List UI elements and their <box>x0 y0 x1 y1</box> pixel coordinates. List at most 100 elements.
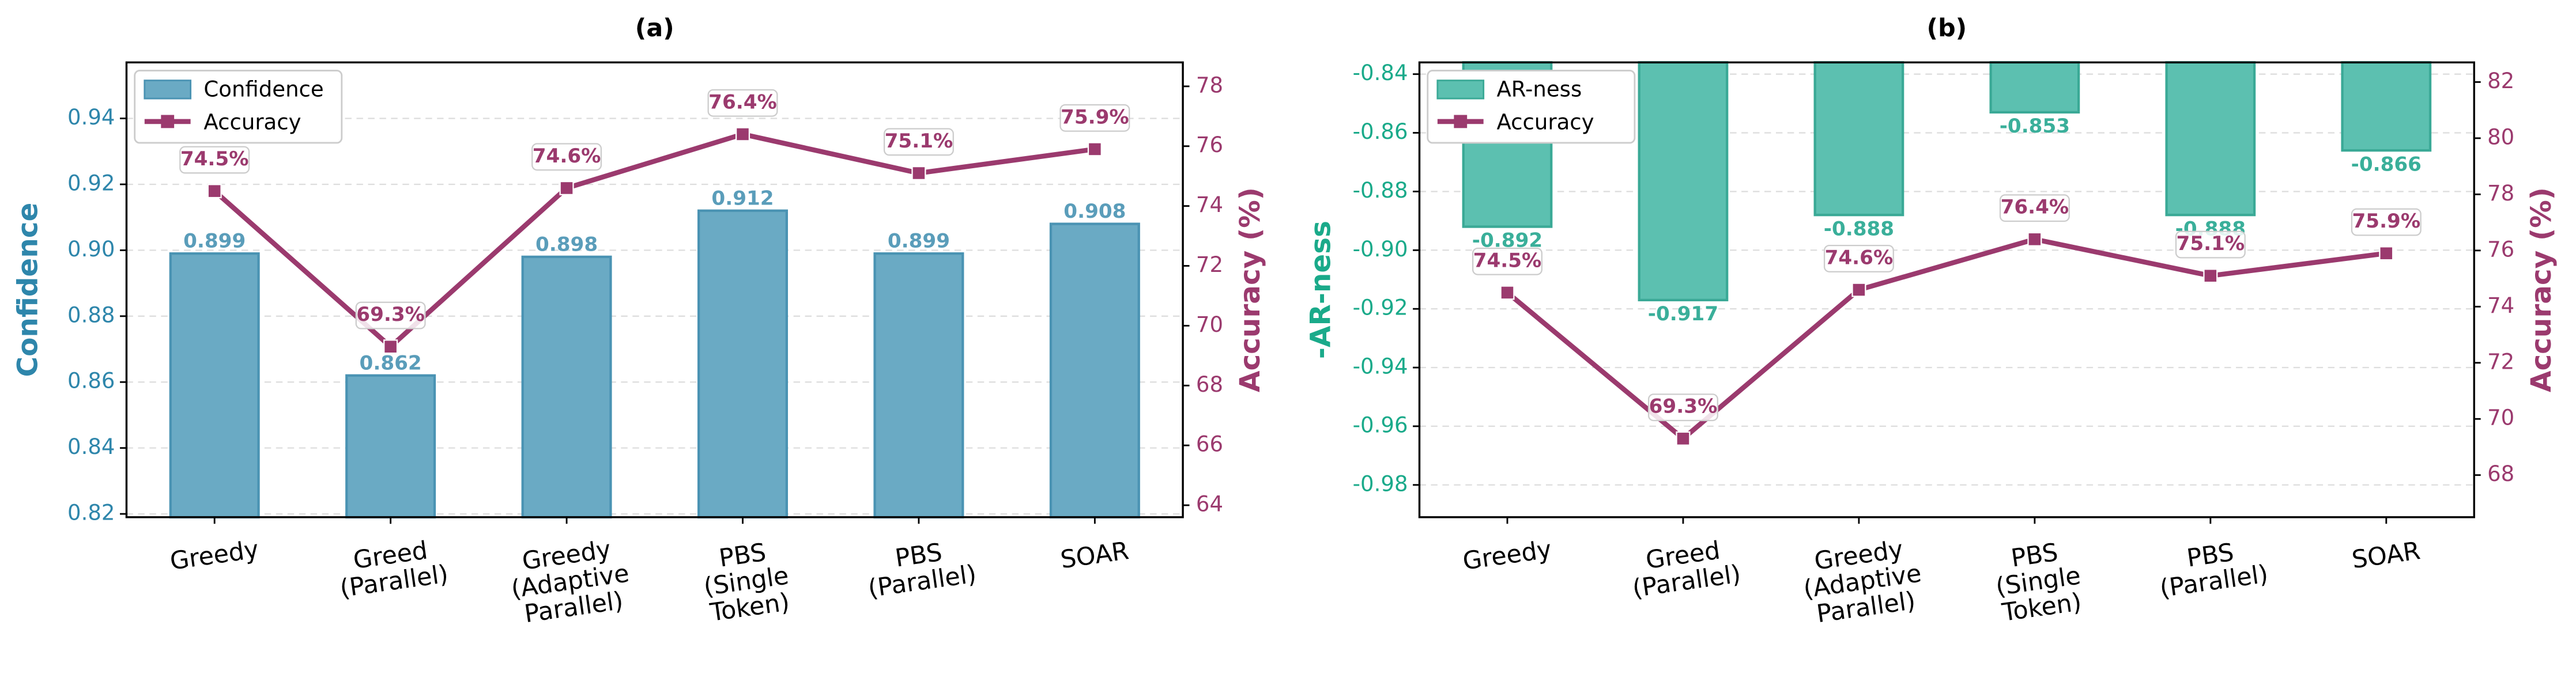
y2-tick-label: 78 <box>2487 181 2514 206</box>
y2-tick-label: 70 <box>1196 312 1223 337</box>
y-tick-label: -0.96 <box>1353 412 1408 437</box>
bar-value-label: 0.912 <box>711 187 774 210</box>
y2-axis-label: Accuracy (%) <box>1234 187 1266 392</box>
bar-value-label: 0.898 <box>535 233 598 256</box>
label-box <box>2175 230 2246 259</box>
bar-value-label: 0.908 <box>1063 200 1126 223</box>
bar-value-label: -0.853 <box>2000 115 2070 138</box>
y2-tick-label: 78 <box>1196 73 1223 97</box>
label-box <box>2351 208 2422 236</box>
bar-value-label: -0.917 <box>1648 302 1718 325</box>
x-tick-label: SOAR <box>1059 536 1131 574</box>
label-box <box>179 146 250 174</box>
legend-swatch <box>144 79 192 100</box>
x-tick-label: Greedy(AdaptiveParallel) <box>506 533 635 630</box>
y-tick-label: 0.92 <box>67 171 115 195</box>
y-tick-label: -0.98 <box>1353 471 1408 496</box>
label-box <box>1823 244 1894 272</box>
line-value-label: 74.6% <box>533 145 601 168</box>
x-tick-label: Greed(Parallel) <box>1627 533 1743 603</box>
y2-tick-label: 76 <box>1196 132 1223 157</box>
legend-marker <box>161 115 175 128</box>
y2-tick-label: 72 <box>1196 252 1223 277</box>
line-value-label: 76.4% <box>2001 196 2069 219</box>
y2-tick-label: 70 <box>2487 406 2514 430</box>
y-axis-label: -AR-ness <box>1304 221 1337 359</box>
y2-tick-label: 74 <box>1196 192 1223 217</box>
y-tick-label: -0.94 <box>1353 354 1408 379</box>
line-value-label: 69.3% <box>356 303 425 326</box>
label-box <box>883 128 954 156</box>
chart-title: (b) <box>1927 14 1967 43</box>
line-marker <box>1851 282 1866 297</box>
line-marker <box>2027 232 2042 247</box>
y2-tick-label: 68 <box>1196 372 1223 397</box>
line-marker <box>383 339 398 354</box>
x-tick-label: Greedy(AdaptiveParallel) <box>1798 533 1927 630</box>
y-tick-label: -0.92 <box>1353 296 1408 320</box>
label-box <box>1059 104 1130 132</box>
line-value-label: 75.9% <box>2352 210 2421 233</box>
line-value-label: 75.1% <box>885 130 953 153</box>
bar <box>345 374 436 518</box>
legend-label: AR-ness <box>1496 77 1582 101</box>
line-marker <box>1676 431 1691 446</box>
x-tick-label: PBS(Parallel) <box>2154 533 2270 603</box>
line-value-label: 75.9% <box>1061 105 1129 128</box>
label-box <box>1999 194 2070 222</box>
y2-tick-label: 68 <box>2487 461 2514 486</box>
bar <box>1989 61 2080 114</box>
bar <box>169 252 260 518</box>
bar <box>1049 222 1140 518</box>
axes-frame <box>125 61 1184 518</box>
bar-value-label: 0.862 <box>360 351 422 374</box>
x-tick-label: Greedy <box>1461 535 1553 575</box>
y-tick-label: 0.82 <box>67 501 115 525</box>
label-box <box>707 89 778 117</box>
y-axis-label: Confidence <box>12 203 44 377</box>
chart-title: (a) <box>635 14 674 43</box>
y-tick-label: -0.84 <box>1353 60 1408 85</box>
line-value-label: 76.4% <box>708 90 777 113</box>
line-value-label: 74.5% <box>1473 249 1542 272</box>
bar <box>873 252 964 518</box>
bar-value-label: -0.866 <box>2351 153 2422 176</box>
line-marker <box>1087 142 1102 157</box>
line-marker <box>207 184 222 199</box>
bar <box>2341 61 2432 152</box>
y-tick-label: -0.90 <box>1353 237 1408 262</box>
y2-tick-label: 72 <box>2487 349 2514 374</box>
label-box <box>355 301 426 330</box>
line-marker <box>1500 285 1515 300</box>
bar-value-label: -0.888 <box>1824 217 1894 240</box>
y-tick-label: 0.94 <box>67 105 115 130</box>
line-value-label: 69.3% <box>1649 395 1718 418</box>
y-tick-label: 0.84 <box>67 434 115 459</box>
bar <box>2165 61 2256 217</box>
bar <box>1813 61 1904 217</box>
legend-marker <box>1454 115 1468 128</box>
bar-value-label: 0.899 <box>183 230 246 253</box>
y-tick-label: 0.86 <box>67 369 115 393</box>
x-tick-label: PBS(SingleToken) <box>1990 535 2086 627</box>
y-tick-label: 0.90 <box>67 237 115 262</box>
legend-label: Accuracy <box>1496 109 1594 134</box>
label-box <box>1472 247 1542 275</box>
y2-tick-label: 66 <box>1196 432 1223 457</box>
y2-tick-label: 82 <box>2487 69 2514 93</box>
line-value-label: 74.5% <box>180 147 249 171</box>
bar-value-label: 0.899 <box>888 230 950 253</box>
x-tick-label: SOAR <box>2350 536 2422 574</box>
y2-tick-label: 74 <box>2487 293 2514 318</box>
legend-label: Accuracy <box>203 109 301 134</box>
y-tick-label: -0.88 <box>1353 178 1408 203</box>
y2-tick-label: 76 <box>2487 237 2514 262</box>
axes-frame <box>1418 61 2476 518</box>
bar <box>521 255 612 518</box>
line-marker <box>911 165 926 181</box>
bar <box>1638 61 1729 302</box>
line-marker <box>735 127 750 142</box>
y2-tick-label: 80 <box>2487 124 2514 149</box>
